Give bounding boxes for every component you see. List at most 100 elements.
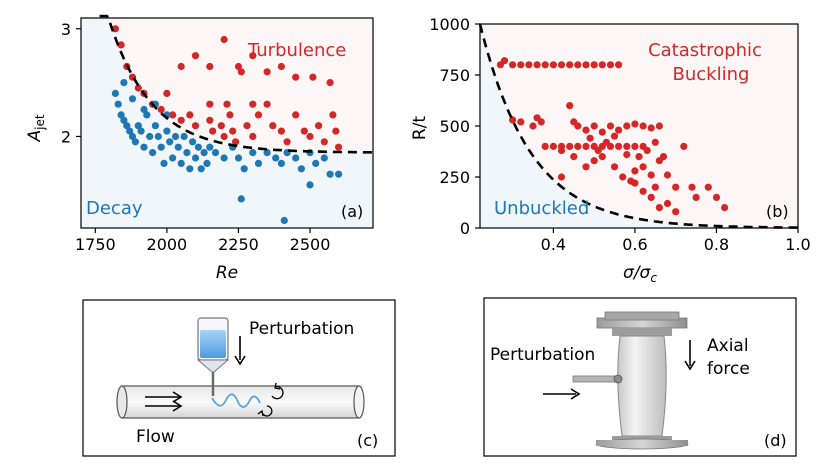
panel-a-x-ticks: 1750 2000 2250 2500	[75, 228, 330, 254]
buckling-point-13	[598, 61, 606, 69]
buckling-point-20	[537, 118, 545, 126]
buckling-point-52	[598, 153, 606, 161]
turbulence-point-16	[220, 132, 228, 141]
buckling-point-43	[623, 122, 631, 130]
turbulence-point-26	[277, 127, 285, 135]
decay-point-5	[126, 127, 134, 135]
turbulence-point-33	[320, 138, 328, 146]
region-label-turbulence: Turbulence	[247, 40, 346, 61]
turbulence-point-46	[263, 100, 271, 108]
turbulence-point-23	[254, 111, 263, 119]
decay-point-14	[151, 122, 159, 130]
buckling-point-74	[619, 173, 627, 181]
buckling-point-2	[508, 61, 517, 69]
a-xtick-label-2250: 2250	[218, 235, 259, 254]
panel-b: 0.4 0.6 0.8 1.0 0 250 500 750 1000 σ/σc R/t Cat…	[410, 15, 811, 285]
turbulence-point-43	[249, 52, 257, 60]
turbulence-point-29	[300, 127, 308, 135]
turbulence-point-36	[332, 127, 340, 135]
buckling-point-48	[557, 146, 566, 155]
turbulence-point-38	[177, 62, 185, 71]
decay-point-6	[128, 132, 137, 141]
decay-point-12	[146, 132, 154, 141]
panel-a-threshold-curve	[99, 14, 373, 154]
panel-label-a: (a)	[341, 202, 363, 221]
buckling-point-24	[566, 142, 574, 150]
panel-a: 1750 2000 2250 2500 23 Re Ajet Turbulence D…	[25, 14, 374, 283]
decay-point-42	[272, 154, 280, 162]
turbulence-point-27	[283, 138, 291, 146]
top-plate	[596, 311, 688, 336]
decay-point-51	[237, 195, 245, 203]
buckling-point-45	[639, 122, 647, 130]
decay-point-24	[180, 132, 188, 141]
turbulence-point-10	[177, 116, 185, 124]
decay-point-18	[163, 127, 171, 135]
decay-point-28	[191, 154, 200, 162]
panel-c-frame	[82, 299, 396, 457]
vortex-icons	[257, 382, 284, 417]
perturbation-arrow-c	[234, 336, 246, 366]
turbulence-point-8	[163, 89, 171, 97]
panel-label-c: (c)	[357, 431, 378, 450]
turbulence-point-45	[292, 73, 300, 81]
buckling-point-47	[655, 122, 664, 130]
buckling-point-40	[598, 128, 606, 136]
turbulence-point-48	[226, 111, 234, 119]
turbulence-point-20	[237, 68, 245, 76]
buckling-point-30	[615, 142, 623, 150]
buckling-point-8	[557, 61, 566, 69]
decay-point-56	[128, 95, 137, 103]
turbulence-point-18	[229, 127, 237, 135]
buckling-point-53	[610, 163, 619, 171]
buckling-point-11	[582, 61, 590, 69]
decay-point-22	[174, 143, 182, 151]
decay-point-38	[240, 165, 248, 173]
buckling-point-32	[631, 142, 639, 150]
panel-a-xlabel: Re	[216, 263, 238, 283]
decay-point-15	[154, 132, 162, 141]
panel-label-b: (b)	[766, 202, 789, 221]
turbulence-point-47	[206, 100, 214, 108]
decay-point-29	[194, 143, 202, 151]
panel-b-xlabel-sub: c	[650, 271, 657, 285]
decay-point-16	[157, 143, 165, 151]
pipe	[116, 385, 365, 419]
buckling-point-81	[602, 138, 611, 146]
decay-point-55	[120, 79, 128, 87]
buckling-point-4	[525, 61, 533, 69]
buckling-point-15	[615, 61, 623, 69]
turbulence-point-21	[243, 122, 251, 130]
panel-b-ylabel: R/t	[410, 116, 430, 141]
turbulence-point-31	[309, 73, 317, 81]
buckling-point-72	[663, 199, 672, 208]
buckling-point-49	[570, 153, 578, 161]
decay-point-9	[137, 127, 145, 135]
buckling-point-55	[631, 167, 639, 175]
buckling-point-75	[627, 177, 635, 185]
decay-point-26	[186, 165, 194, 173]
decay-point-48	[312, 159, 320, 167]
buckling-point-39	[590, 122, 598, 130]
buckling-point-76	[635, 153, 643, 161]
buckling-point-21	[541, 142, 549, 150]
panel-b-points	[496, 57, 729, 216]
turbulence-point-24	[263, 68, 271, 76]
buckling-point-69	[639, 187, 647, 195]
decay-point-41	[263, 149, 271, 157]
decay-point-54	[335, 170, 343, 178]
buckling-point-12	[590, 61, 598, 69]
injector-beaker	[196, 317, 230, 396]
region-label-cb-line2: Buckling	[673, 64, 750, 85]
buckling-point-37	[574, 122, 582, 130]
buckling-point-16	[508, 116, 517, 124]
buckling-point-80	[610, 132, 619, 140]
buckling-point-10	[574, 61, 582, 69]
decay-point-43	[277, 159, 285, 167]
buckling-point-66	[712, 193, 721, 201]
buckling-point-38	[582, 126, 590, 134]
decay-point-8	[134, 122, 142, 130]
a-xtick-label-2500: 2500	[290, 235, 331, 254]
decay-point-20	[169, 154, 177, 162]
